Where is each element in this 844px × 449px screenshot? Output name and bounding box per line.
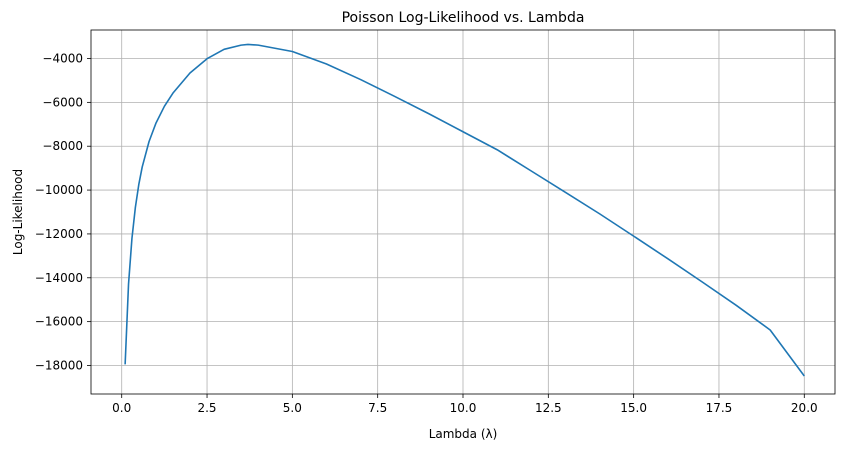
x-axis-label: Lambda (λ) — [429, 427, 498, 441]
y-tick-label: −10000 — [35, 183, 83, 197]
grid — [91, 30, 835, 394]
y-axis-label: Log-Likelihood — [11, 169, 25, 255]
x-tick-label: 20.0 — [791, 401, 818, 415]
y-tick-label: −18000 — [35, 358, 83, 372]
y-tick-label: −14000 — [35, 271, 83, 285]
x-tick-label: 12.5 — [535, 401, 562, 415]
x-tick-label: 5.0 — [283, 401, 302, 415]
x-tick-label: 2.5 — [197, 401, 216, 415]
y-tick-label: −8000 — [42, 139, 83, 153]
y-tick-label: −16000 — [35, 315, 83, 329]
series-group — [124, 43, 805, 377]
axis-ticks: 0.0 2.5 5.0 7.5 10.0 12.5 15.0 17.5 20.0 −4000 −60… — [35, 52, 818, 415]
chart-title: Poisson Log-Likelihood vs. Lambda — [342, 10, 585, 26]
y-tick-label: −12000 — [35, 227, 83, 241]
x-tick-label: 10.0 — [450, 401, 477, 415]
x-tick-label: 7.5 — [368, 401, 387, 415]
y-tick-label: −6000 — [42, 95, 83, 109]
series-line-0 — [124, 43, 805, 377]
x-tick-label: 15.0 — [620, 401, 647, 415]
x-tick-label: 0.0 — [112, 401, 131, 415]
x-tick-label: 17.5 — [706, 401, 733, 415]
plot-frame — [90, 29, 836, 395]
y-tick-label: −4000 — [42, 52, 83, 66]
